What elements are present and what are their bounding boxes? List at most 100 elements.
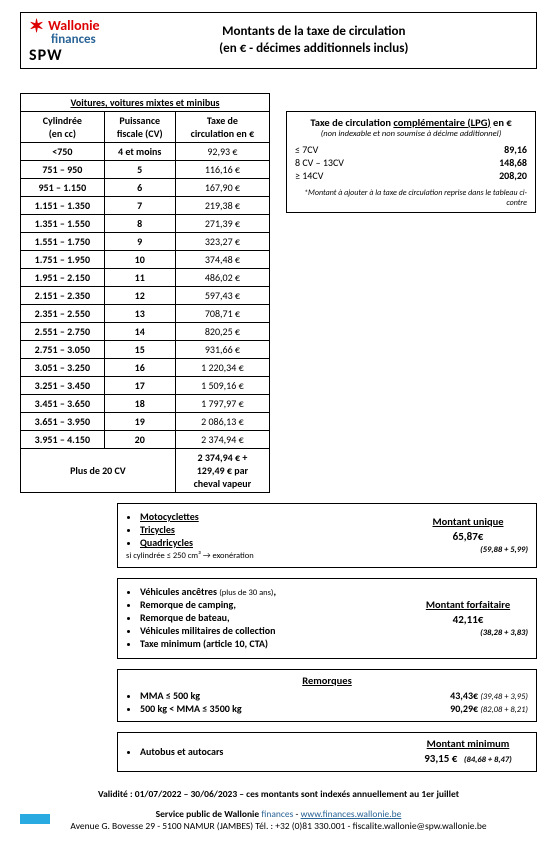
table-cell: 1 797,97 € [175,395,269,413]
plus20-label: Plus de 20 CV [21,449,176,493]
footer: Service public de Wallonie finances - ww… [20,808,537,832]
table-cell: 2 374,94 € [175,431,269,449]
table-cell: 11 [104,269,175,287]
table-cell: 1.951 – 2.150 [21,269,105,287]
table-row: 2.151 – 2.35012597,43 € [21,287,270,305]
forfait-detail: (38,28 + 3,83) [408,628,528,638]
table-cell: 323,27 € [175,233,269,251]
lpg-title: Taxe de circulation complémentaire (LPG)… [295,116,527,129]
header-box: ✶ Wallonie finances SPW Montants de la t… [20,12,537,69]
footer-url[interactable]: www.finances.wallonie.be [301,808,402,820]
lpg-subtitle: (non indexable et non soumise à décime a… [295,129,527,139]
table-cell: 3.651 – 3.950 [21,413,105,431]
forfait-heading: Montant forfaitaire [408,598,528,611]
table-cell: 3.451 – 3.650 [21,395,105,413]
table-cell: 3.951 – 4.150 [21,431,105,449]
logo-mark: ✶ [29,17,44,35]
table-cell: 13 [104,305,175,323]
table-cell: 486,02 € [175,269,269,287]
moto-detail: (59,88 + 5,99) [408,545,528,555]
lpg-row: 8 CV – 13CV148,68 [295,156,527,169]
moto-amount: 65,87€ [408,530,528,543]
autobus-heading: Montant minimum [408,737,528,750]
table-cell: 931,66 € [175,341,269,359]
table-row: 2.551 – 2.75014820,25 € [21,323,270,341]
table-cell: 219,38 € [175,197,269,215]
table-cell: 116,16 € [175,161,269,179]
table-cell: 951 – 1.150 [21,179,105,197]
table-row: 951 – 1.1506167,90 € [21,179,270,197]
table-cell: 5 [104,161,175,179]
forfait-amount: 42,11€ [408,613,528,626]
table-cell: 7 [104,197,175,215]
table-cell: <750 [21,143,105,161]
table-row: 3.951 – 4.150202 374,94 € [21,431,270,449]
table-row: 3.251 – 3.450171 509,16 € [21,377,270,395]
table-cell: 597,43 € [175,287,269,305]
col-puissance: Puissancefiscale (CV) [104,112,175,143]
table-cell: 2.351 – 2.550 [21,305,105,323]
table-row: 1.551 – 1.7509323,27 € [21,233,270,251]
title-line2: (en € - décimes additionnels inclus) [100,41,528,58]
table-cell: 17 [104,377,175,395]
list-item: Motocyclettes [140,510,408,523]
plus20-value: 2 374,94 € + 129,49 € par cheval vapeur [175,449,269,493]
main-table-caption: Voitures, voitures mixtes et minibus [21,94,270,112]
forfait-box: Véhicules ancêtres (plus de 30 ans),Remo… [117,578,537,659]
table-cell: 14 [104,323,175,341]
list-item: Taxe minimum (article 10, CTA) [140,637,408,650]
table-row: 751 – 9505116,16 € [21,161,270,179]
table-cell: 751 – 950 [21,161,105,179]
col-taxe: Taxe decirculation en € [175,112,269,143]
title-line1: Montants de la taxe de circulation [100,24,528,41]
table-cell: 374,48 € [175,251,269,269]
table-cell: 10 [104,251,175,269]
table-cell: 19 [104,413,175,431]
moto-heading: Montant unique [408,515,528,528]
autobus-box: Autobus et autocars Montant minimum 93,1… [117,732,537,772]
table-cell: 1.351 – 1.550 [21,215,105,233]
table-cell: 3.051 – 3.250 [21,359,105,377]
table-cell: 1.551 – 1.750 [21,233,105,251]
main-table: Voitures, voitures mixtes et minibus Cyl… [20,93,270,493]
col-cylindree: Cylindrée(en cc) [21,112,105,143]
table-cell: 1.151 – 1.350 [21,197,105,215]
list-item: Quadricycles [140,536,408,549]
remorques-title: Remorques [126,674,528,687]
list-item: Tricycles [140,523,408,536]
table-cell: 708,71 € [175,305,269,323]
remorques-box: Remorques MMA ≤ 500 kg43,43€ (39,48 + 3,… [117,669,537,722]
table-cell: 1 220,34 € [175,359,269,377]
table-cell: 6 [104,179,175,197]
list-item: Remorque de bateau, [140,611,408,624]
lpg-row: ≤ 7CV89,16 [295,143,527,156]
list-item: Véhicules militaires de collection [140,624,408,637]
table-cell: 1 509,16 € [175,377,269,395]
autobus-detail: (84,68 + 8,47) [464,755,512,765]
list-item: Remorque de camping, [140,598,408,611]
table-cell: 1.751 – 1.950 [21,251,105,269]
table-cell: 18 [104,395,175,413]
table-cell: 15 [104,341,175,359]
footer-address: Avenue G. Bovesse 29 - 5100 NAMUR (JAMBE… [20,820,537,832]
table-cell: 2.551 – 2.750 [21,323,105,341]
page-title: Montants de la taxe de circulation (en €… [100,24,528,58]
remorque-row: 500 kg < MMA ≤ 3500 kg90,29€ (82,08 + 8,… [126,702,528,715]
logo-block: ✶ Wallonie finances SPW [29,17,100,64]
autobus-label: Autobus et autocars [140,745,223,758]
footer-org: Service public de Wallonie [156,808,262,820]
table-row: 1.951 – 2.15011486,02 € [21,269,270,287]
table-row: 3.651 – 3.950192 086,13 € [21,413,270,431]
main-table-wrap: Voitures, voitures mixtes et minibus Cyl… [20,93,270,493]
forfait-list: Véhicules ancêtres (plus de 30 ans),Remo… [126,583,408,652]
cyan-accent-bar [20,814,50,824]
logo-wallonie: Wallonie [48,19,100,33]
table-cell: 12 [104,287,175,305]
table-cell: 2.151 – 2.350 [21,287,105,305]
moto-note: si cylindrée ≤ 250 cm³ → exonération [126,551,408,561]
moto-list: MotocyclettesTricyclesQuadricycles si cy… [126,508,408,561]
autobus-amount: 93,15 € [424,752,457,765]
table-cell: 2.751 – 3.050 [21,341,105,359]
table-cell: 20 [104,431,175,449]
table-cell: 9 [104,233,175,251]
